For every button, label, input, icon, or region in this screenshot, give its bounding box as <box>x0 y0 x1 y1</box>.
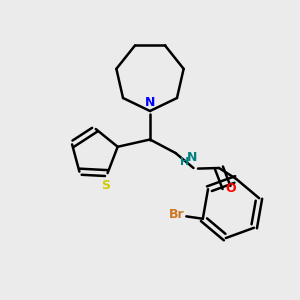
Text: O: O <box>226 182 236 196</box>
Text: S: S <box>102 178 111 191</box>
Text: Br: Br <box>169 208 185 221</box>
Text: N: N <box>145 97 155 110</box>
Text: H: H <box>181 157 190 167</box>
Text: N: N <box>187 152 197 164</box>
